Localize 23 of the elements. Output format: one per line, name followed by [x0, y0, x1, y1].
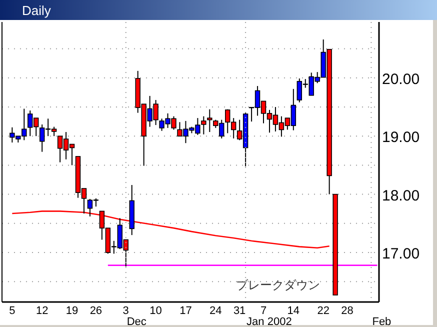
chart-title: Daily	[22, 3, 52, 18]
x-tick-label: 28	[341, 305, 354, 317]
x-tick-label: 3	[122, 305, 129, 317]
line-series	[12, 210, 330, 249]
y-tick-label: 20.00	[382, 70, 420, 88]
text: Dec	[126, 316, 147, 327]
x-tick-label: 24	[210, 305, 222, 317]
x-tick-label: 26	[90, 305, 102, 317]
x-tick-label: 22	[317, 305, 330, 317]
x-tick-label: 17	[180, 305, 192, 317]
x-tick-label: 7	[260, 305, 267, 317]
x-tick-label: 10	[150, 305, 162, 317]
text: Jan 2002	[246, 316, 292, 327]
x-tick-label: 31	[233, 305, 246, 317]
x-tick-label: 19	[66, 305, 78, 317]
annotation: ブレークダウン	[236, 278, 320, 292]
x-tick-label: 14	[287, 305, 300, 317]
text: Feb	[372, 316, 392, 327]
y-tick-label: 17.00	[382, 246, 420, 263]
x-tick-label: 12	[36, 305, 48, 317]
y-tick-label: 18.00	[382, 187, 420, 204]
y-tick-label: 19.00	[382, 129, 420, 146]
x-tick-label: 5	[9, 305, 16, 317]
